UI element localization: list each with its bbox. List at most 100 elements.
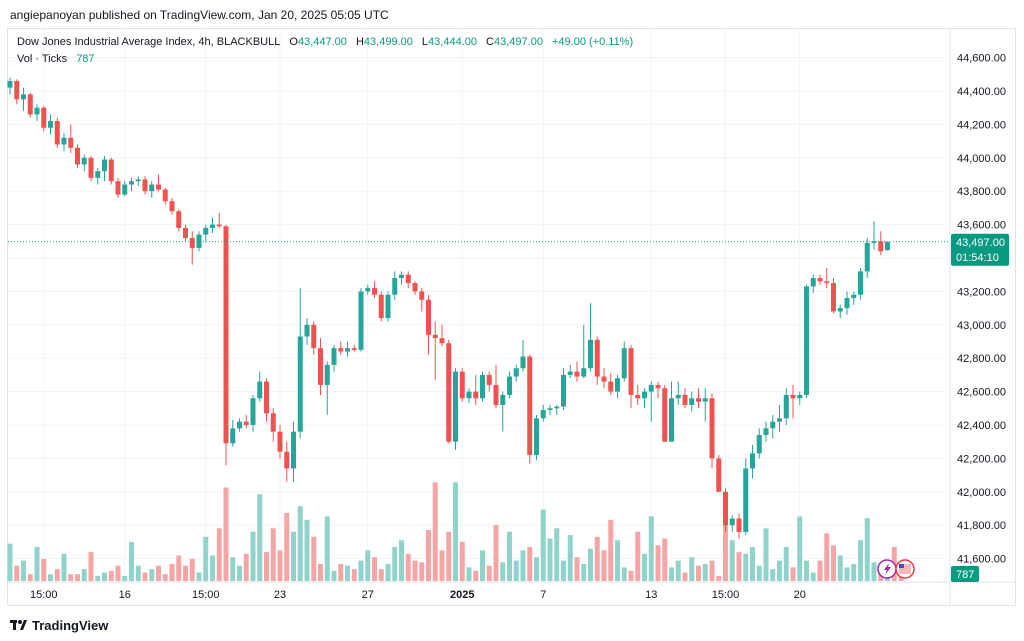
volume-bar [797,516,803,581]
volume-bar [372,557,377,581]
candle-body [797,394,803,399]
candle-body [284,451,290,469]
candle [810,274,816,294]
candle [297,288,303,439]
low-label: L [421,36,429,48]
candle [621,341,627,382]
candle [250,394,256,432]
candle [135,176,141,187]
candle-body [392,278,398,295]
volume-bar [189,558,195,581]
volume-bar [297,506,303,581]
candle [358,288,364,352]
candle-body [365,288,371,292]
volume-bar [412,560,418,581]
candle [439,324,445,347]
candle-body [871,241,877,243]
volume-bar [851,564,857,581]
volume-bar [324,516,330,581]
candle-body [277,431,283,452]
candle-body [729,518,735,526]
volume-bar [446,531,452,581]
candle-body [635,394,641,399]
candle [156,174,161,192]
volume-bar [81,569,87,581]
price-axis[interactable]: 44,600.00 44,400.00 44,200.00 44,000.00 43,8… [8,29,1015,605]
volume-bar [844,567,850,581]
volume-bar [696,565,701,581]
y-tick-label: 42,800.00 [957,353,1006,365]
candle [21,87,26,112]
x-tick-label: 20 [794,589,806,601]
candle-body [115,181,121,195]
candle-body [176,211,182,228]
y-tick-label: 44,400.00 [957,86,1006,98]
legend-ohlc-row: Dow Jones Industrial Average Index, 4h, … [17,34,633,51]
candle-body [270,413,276,432]
candle [385,291,391,322]
candle [513,364,519,382]
volume-bar [88,552,94,581]
candle-body [473,391,479,399]
volume-bar [777,560,782,581]
y-tick-label: 44,000.00 [957,153,1006,165]
legend-volume-row: Vol · Ticks 787 [17,51,633,68]
candle [669,381,674,442]
volume-bar [858,540,863,581]
event-markers[interactable] [877,559,915,579]
candle-body [68,137,74,148]
volume-bar [601,550,607,581]
candle-body [412,283,418,292]
candle-body [189,237,195,248]
candle [473,374,479,405]
low-value: 43,444.00 [428,36,477,48]
candle-body [520,356,526,369]
candle [581,324,587,379]
candle [729,515,735,532]
candle-body [824,281,830,284]
candle [318,338,323,395]
volume-bar [621,567,627,581]
volume-bar [7,543,13,581]
y-tick-label: 43,600.00 [957,220,1006,232]
time-axis[interactable]: 15:00 16 15:00 23 27 2025 7 13 15:00 20 [30,589,806,601]
candle-body [756,435,762,454]
symbol-title[interactable]: Dow Jones Industrial Average Index, 4h, … [17,36,281,48]
candle-body [183,227,188,238]
candle-body [345,348,350,352]
volume-bar [581,564,587,581]
chart-panel[interactable] [7,28,1016,606]
candle [696,388,701,409]
volume-bar [284,513,290,581]
volume-bar [547,538,553,581]
candle-body [810,278,816,287]
candle-body [858,271,863,295]
volume-bar [21,560,26,581]
volume-bar [453,482,458,581]
candle-body [230,428,236,444]
change-value: +49.00 (+0.11%) [552,36,634,48]
candle-body [480,374,485,399]
candle-body [554,406,560,409]
candle-body [318,348,323,385]
volume-label[interactable]: Vol · Ticks [17,53,68,65]
candle-body [716,458,722,492]
volume-bar [486,565,492,581]
volume-bar [237,565,242,581]
volume-bar [331,570,337,581]
candle [507,371,512,399]
candle [34,104,40,122]
candle [210,217,215,233]
candle-body [27,94,33,115]
high-value: 43,499.00 [363,36,413,48]
volume-bar [831,545,836,581]
volume-bar [534,557,539,581]
volume-bar [210,555,215,581]
volume-bar [824,533,830,581]
volume-bar [837,555,843,581]
candle-body [547,408,553,410]
volume-bar [817,560,823,581]
volume-bar [493,524,499,581]
volume-bar [655,545,661,581]
